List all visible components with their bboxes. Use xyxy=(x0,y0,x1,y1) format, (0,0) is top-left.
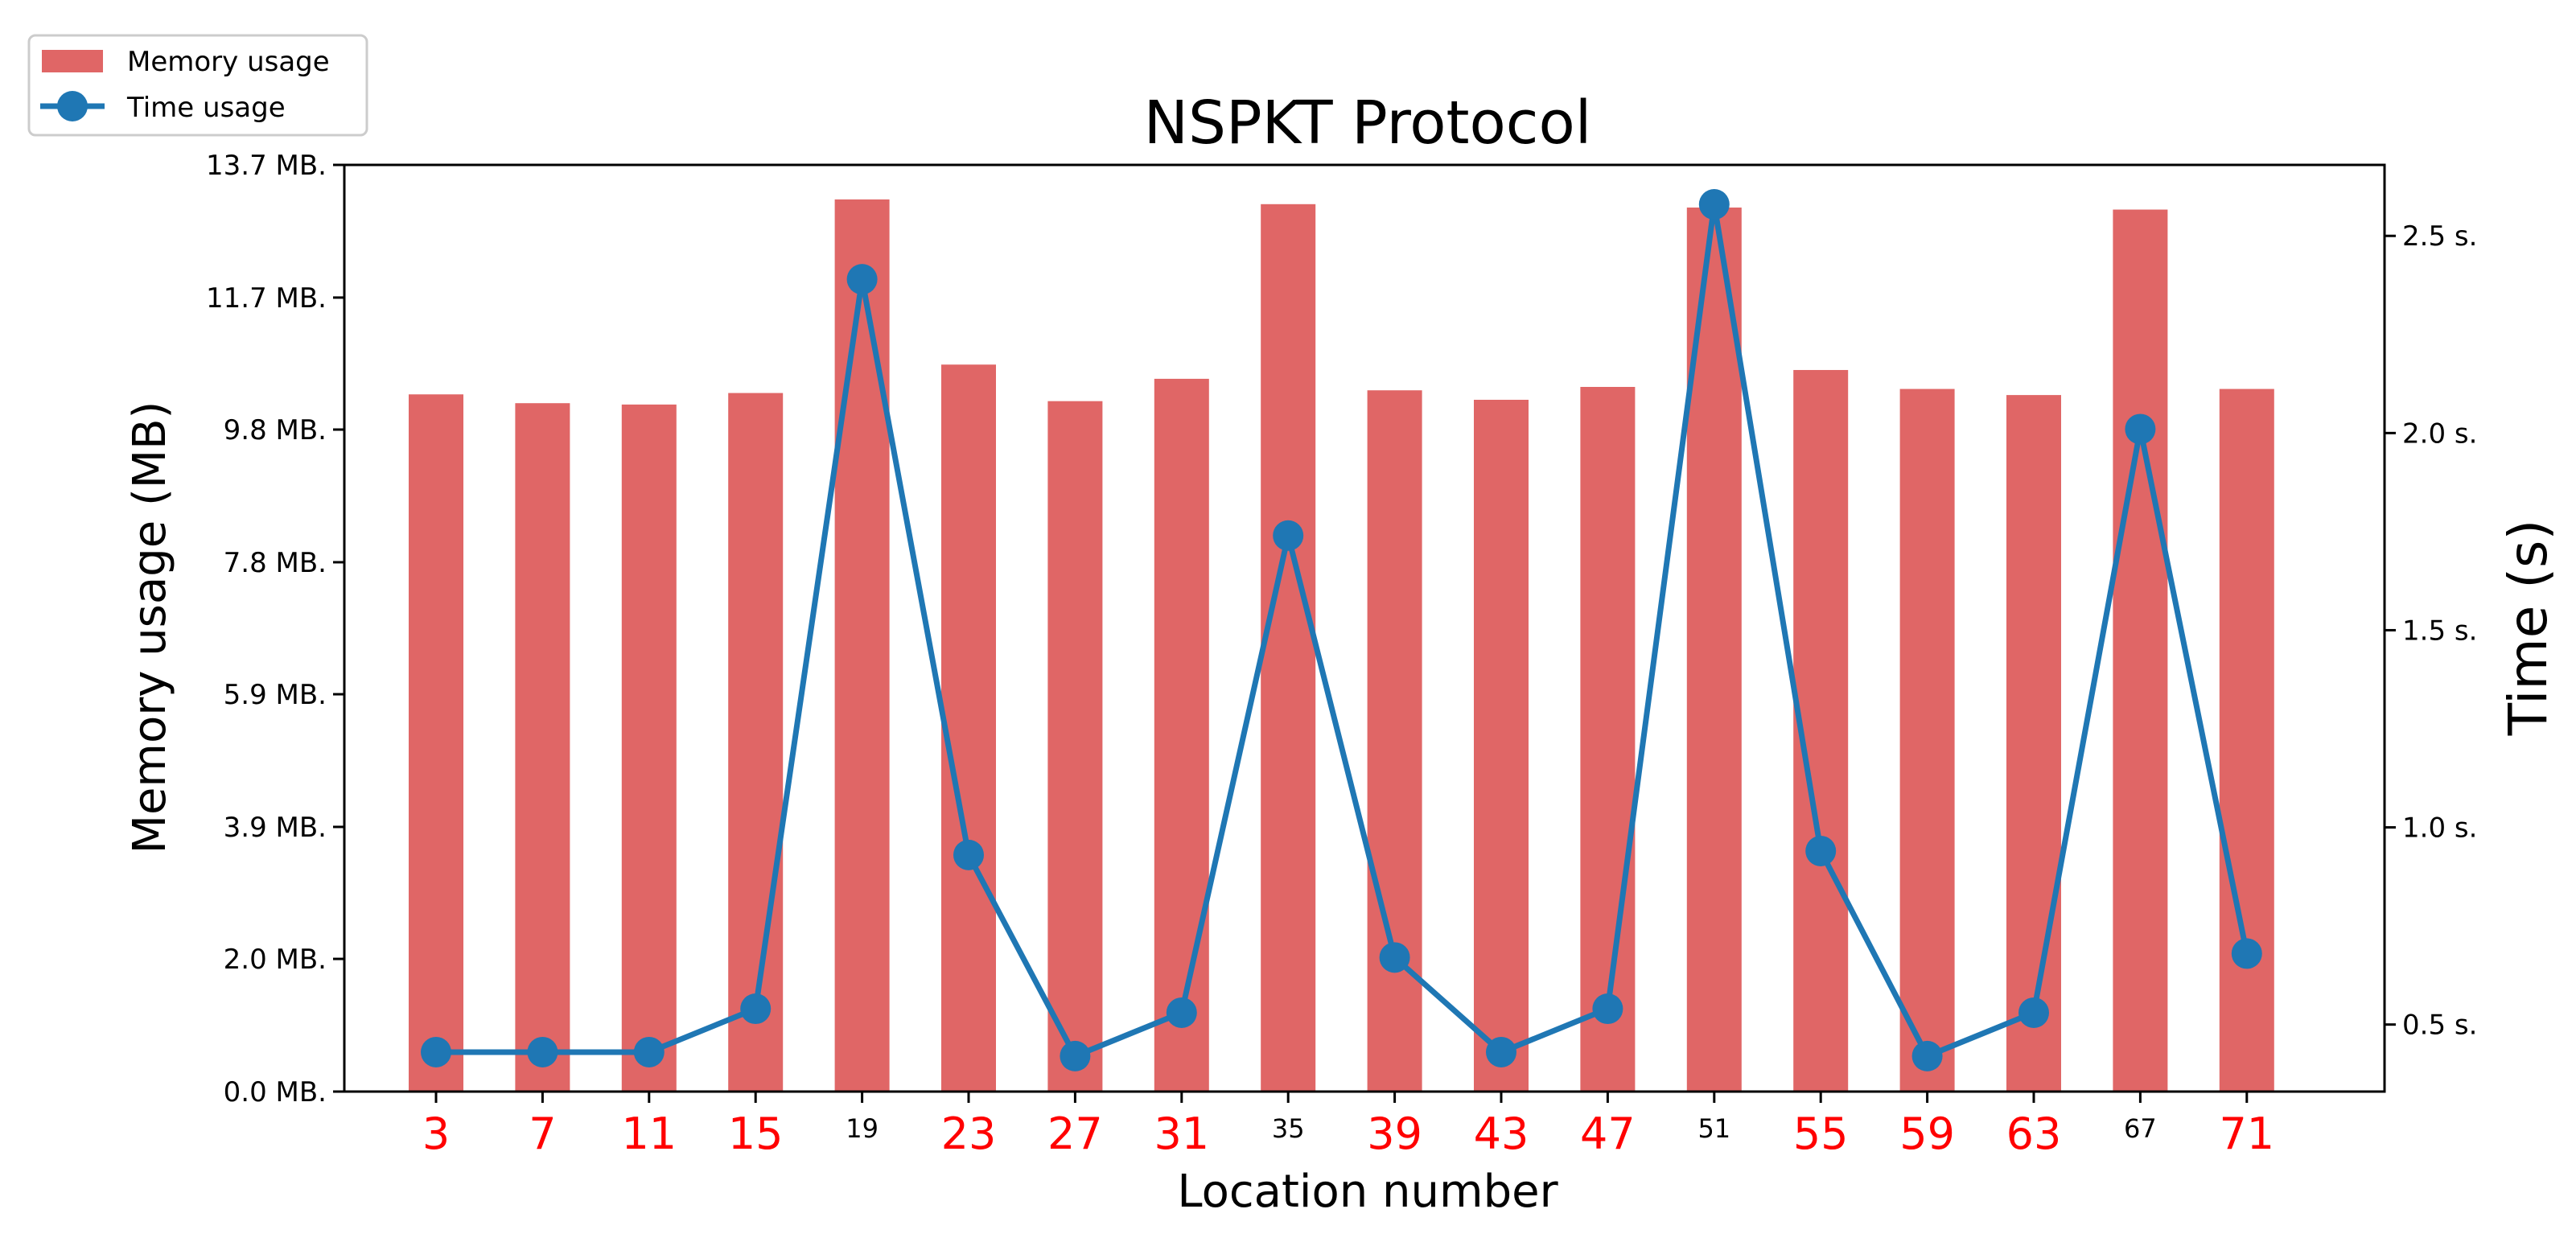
x-tick-label: 67 xyxy=(2124,1113,2157,1144)
point-time-47 xyxy=(1592,993,1623,1025)
point-time-15 xyxy=(740,993,772,1025)
x-tick-label: 23 xyxy=(941,1108,997,1159)
x-tick-label: 19 xyxy=(846,1113,879,1144)
legend: Memory usage Time usage xyxy=(27,34,368,137)
bar-memory-7 xyxy=(515,403,570,1092)
y2-axis-label: Time (s) xyxy=(2497,520,2559,736)
x-tick-label: 71 xyxy=(2219,1108,2274,1159)
point-time-67 xyxy=(2125,413,2156,445)
bar-group xyxy=(409,199,2274,1092)
x-tick-label: 39 xyxy=(1367,1108,1422,1159)
bar-memory-23 xyxy=(941,364,996,1092)
bar-memory-67 xyxy=(2113,209,2168,1092)
bar-memory-71 xyxy=(2219,389,2274,1092)
point-time-43 xyxy=(1486,1036,1516,1067)
x-tick-label: 35 xyxy=(1272,1113,1305,1144)
bar-memory-3 xyxy=(409,394,463,1092)
point-time-27 xyxy=(1060,1040,1091,1071)
legend-swatch-memory xyxy=(42,50,103,72)
y-axis-left: 0.0 MB. 2.0 MB. 3.9 MB. 5.9 MB. 7.8 MB. 9.8 M… xyxy=(206,150,344,1108)
plot-frame xyxy=(343,163,2386,1093)
legend-label-memory: Memory usage xyxy=(127,46,330,78)
point-time-7 xyxy=(527,1036,558,1067)
point-time-23 xyxy=(953,839,984,870)
bar-memory-15 xyxy=(728,393,784,1092)
bar-memory-27 xyxy=(1047,401,1103,1092)
bar-memory-43 xyxy=(1474,399,1529,1092)
y-tick-label: 2.0 MB. xyxy=(224,944,327,976)
y-tick-label: 9.8 MB. xyxy=(224,414,327,446)
bar-memory-19 xyxy=(834,199,890,1092)
x-tick-label: 11 xyxy=(621,1108,677,1159)
bar-memory-63 xyxy=(2006,395,2061,1092)
y2-tick-label: 2.0 s. xyxy=(2402,417,2477,450)
bar-memory-47 xyxy=(1580,387,1636,1092)
point-time-11 xyxy=(633,1036,665,1067)
legend-label-time: Time usage xyxy=(126,92,286,124)
x-axis-label: Location number xyxy=(1177,1166,1558,1218)
legend-swatch-time-marker xyxy=(57,91,88,121)
x-tick-label: 31 xyxy=(1154,1108,1209,1159)
point-time-39 xyxy=(1379,942,1410,973)
time-series xyxy=(421,189,2262,1071)
y-tick-label: 7.8 MB. xyxy=(224,547,327,579)
x-tick-label: 47 xyxy=(1580,1108,1636,1159)
y-axis-right: 0.5 s. 1.0 s. 1.5 s. 2.0 s. 2.5 s. xyxy=(2385,220,2477,1042)
bar-memory-11 xyxy=(621,404,677,1092)
legend-frame xyxy=(27,34,368,137)
point-time-63 xyxy=(2018,997,2049,1028)
x-tick-label: 15 xyxy=(728,1108,784,1159)
y-tick-label: 0.0 MB. xyxy=(224,1076,327,1108)
y2-tick-label: 1.0 s. xyxy=(2402,812,2477,845)
x-axis: 3 7 11 15 19 23 27 31 35 39 43 47 51 55 59 63 67 71 xyxy=(422,1092,2274,1159)
y-tick-label: 3.9 MB. xyxy=(224,812,327,844)
bar-memory-35 xyxy=(1261,204,1316,1092)
chart-title: NSPKT Protocol xyxy=(1144,88,1592,158)
x-tick-label: 7 xyxy=(529,1108,556,1159)
point-time-71 xyxy=(2231,938,2262,969)
x-tick-label: 43 xyxy=(1474,1108,1529,1159)
y2-tick-label: 1.5 s. xyxy=(2402,615,2477,647)
y-tick-label: 5.9 MB. xyxy=(224,679,327,711)
x-tick-label: 59 xyxy=(1899,1108,1955,1159)
point-time-35 xyxy=(1273,520,1304,551)
y-tick-label: 13.7 MB. xyxy=(206,150,327,182)
point-time-31 xyxy=(1166,997,1197,1028)
x-tick-label: 51 xyxy=(1697,1113,1730,1144)
point-time-59 xyxy=(1911,1040,1943,1071)
y2-tick-label: 0.5 s. xyxy=(2402,1010,2477,1042)
x-tick-label: 3 xyxy=(422,1108,450,1159)
point-time-3 xyxy=(421,1036,451,1067)
y-tick-label: 11.7 MB. xyxy=(206,282,327,315)
bar-memory-31 xyxy=(1154,378,1209,1092)
time-usage-line xyxy=(436,201,2250,1059)
y-axis-label: Memory usage (MB) xyxy=(124,401,176,854)
x-tick-label: 63 xyxy=(2006,1108,2062,1159)
point-time-55 xyxy=(1805,835,1837,866)
y2-tick-label: 2.5 s. xyxy=(2402,220,2477,253)
x-tick-label: 27 xyxy=(1047,1108,1103,1159)
point-time-19 xyxy=(846,264,878,295)
bar-memory-39 xyxy=(1367,390,1422,1092)
bar-memory-59 xyxy=(1899,389,1955,1092)
x-tick-label: 55 xyxy=(1793,1108,1849,1159)
point-time-51 xyxy=(1698,189,1730,220)
